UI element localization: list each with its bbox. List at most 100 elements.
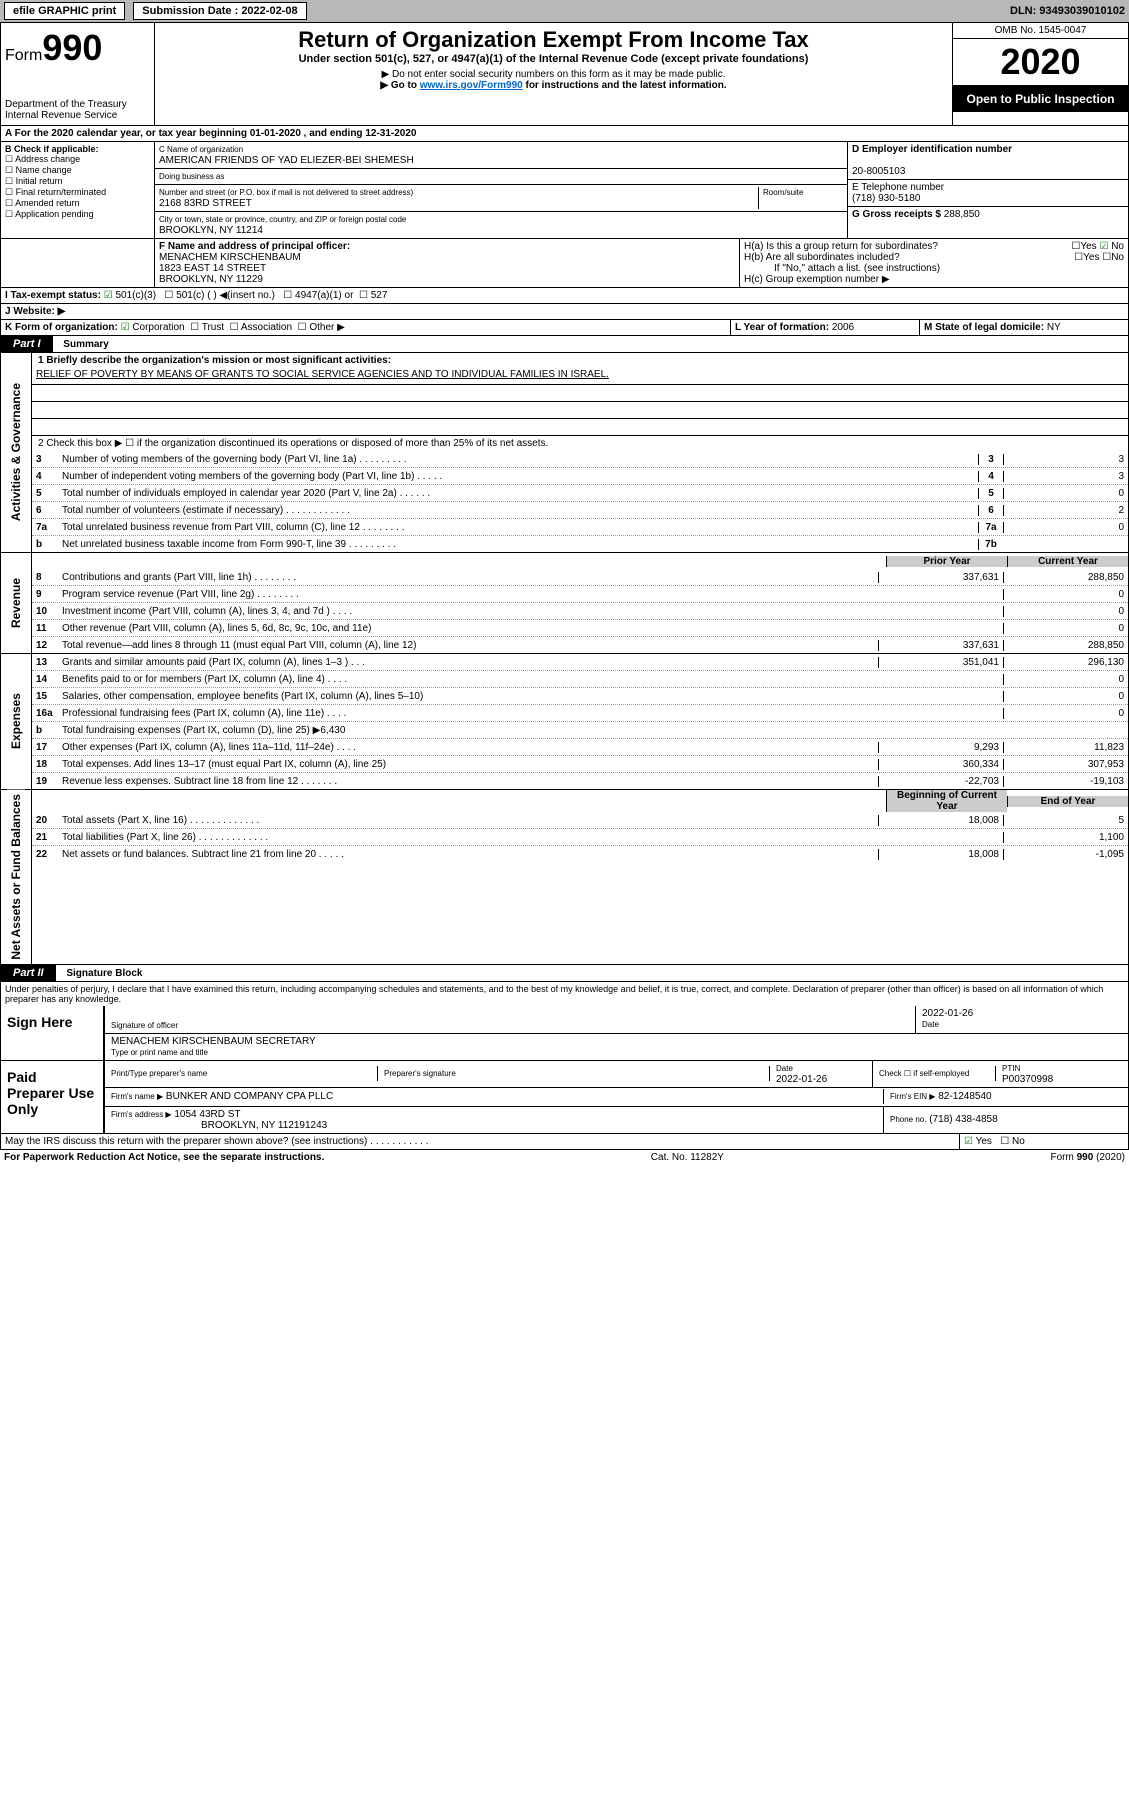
- vlabel-governance: Activities & Governance: [7, 379, 25, 525]
- gov-line: 6Total number of volunteers (estimate if…: [32, 501, 1128, 518]
- phone-value: (718) 930-5180: [852, 193, 920, 204]
- note-ssn: ▶ Do not enter social security numbers o…: [163, 69, 944, 80]
- org-name: AMERICAN FRIENDS OF YAD ELIEZER-BEI SHEM…: [159, 155, 414, 166]
- q1: 1 Briefly describe the organization's mi…: [32, 353, 1128, 368]
- page-footer: For Paperwork Reduction Act Notice, see …: [0, 1150, 1129, 1165]
- officer-cell: F Name and address of principal officer:…: [154, 239, 739, 287]
- penalties-text: Under penalties of perjury, I declare th…: [0, 982, 1129, 1006]
- summary-line: 16aProfessional fundraising fees (Part I…: [32, 704, 1128, 721]
- sign-here-label: Sign Here: [1, 1006, 105, 1060]
- summary-line: 18Total expenses. Add lines 13–17 (must …: [32, 755, 1128, 772]
- irs-link[interactable]: www.irs.gov/Form990: [420, 80, 523, 91]
- officer-name: MENACHEM KIRSCHENBAUM: [159, 252, 301, 263]
- gov-line: 4Number of independent voting members of…: [32, 467, 1128, 484]
- chk-name[interactable]: Name change: [5, 165, 72, 175]
- chk-address[interactable]: Address change: [5, 154, 80, 164]
- summary-line: 15Salaries, other compensation, employee…: [32, 687, 1128, 704]
- gov-line: 7aTotal unrelated business revenue from …: [32, 518, 1128, 535]
- omb-number: OMB No. 1545-0047: [953, 23, 1128, 39]
- chk-initial[interactable]: Initial return: [5, 176, 63, 186]
- note-link: ▶ Go to www.irs.gov/Form990 for instruct…: [163, 80, 944, 91]
- gov-line: bNet unrelated business taxable income f…: [32, 535, 1128, 552]
- hdr-boy: Beginning of Current Year: [886, 790, 1007, 812]
- sign-section: Sign Here Signature of officer 2022-01-2…: [0, 1006, 1129, 1061]
- efile-button[interactable]: efile GRAPHIC print: [4, 2, 125, 20]
- summary-line: 22Net assets or fund balances. Subtract …: [32, 845, 1128, 862]
- gov-line: 5Total number of individuals employed in…: [32, 484, 1128, 501]
- form-header: Form990 Department of the Treasury Inter…: [0, 22, 1129, 126]
- ha-no[interactable]: [1099, 241, 1111, 252]
- summary-line: 13Grants and similar amounts paid (Part …: [32, 654, 1128, 670]
- officer-sign-name: MENACHEM KIRSCHENBAUM SECRETARY: [111, 1036, 316, 1047]
- summary-line: 14Benefits paid to or for members (Part …: [32, 670, 1128, 687]
- open-public-label: Open to Public Inspection: [953, 86, 1128, 112]
- mission-text: RELIEF OF POVERTY BY MEANS OF GRANTS TO …: [32, 368, 1128, 385]
- hdr-prior: Prior Year: [886, 556, 1007, 567]
- dept-label: Department of the Treasury Internal Reve…: [5, 99, 150, 121]
- revenue-block: Revenue Prior Year Current Year 8Contrib…: [0, 553, 1129, 654]
- form-subtitle: Under section 501(c), 527, or 4947(a)(1)…: [163, 53, 944, 65]
- gov-line: 3Number of voting members of the governi…: [32, 451, 1128, 467]
- hdr-eoy: End of Year: [1007, 796, 1128, 807]
- vlabel-net: Net Assets or Fund Balances: [7, 790, 25, 964]
- org-name-cell: C Name of organization AMERICAN FRIENDS …: [155, 142, 847, 169]
- chk-corp[interactable]: [121, 322, 133, 333]
- city-state-zip: BROOKLYN, NY 11214: [159, 225, 263, 236]
- chk-amended[interactable]: Amended return: [5, 198, 80, 208]
- dln-label: DLN: 93493039010102: [1010, 5, 1125, 17]
- city-cell: City or town, state or province, country…: [155, 212, 847, 238]
- dba-cell: Doing business as: [155, 169, 847, 185]
- line-a: A For the 2020 calendar year, or tax yea…: [0, 126, 1129, 142]
- chk-501c3[interactable]: [104, 290, 116, 301]
- paid-preparer-label: Paid Preparer Use Only: [1, 1061, 105, 1133]
- row-i: I Tax-exempt status: 501(c)(3) ☐ 501(c) …: [0, 288, 1129, 304]
- part-i-header: Part I Summary: [0, 336, 1129, 353]
- section-bcde: B Check if applicable: Address change Na…: [0, 142, 1129, 239]
- netassets-block: Net Assets or Fund Balances Beginning of…: [0, 790, 1129, 965]
- summary-line: 11Other revenue (Part VIII, column (A), …: [32, 619, 1128, 636]
- tax-year: 2020: [953, 39, 1128, 86]
- part-ii-header: Part II Signature Block: [0, 965, 1129, 982]
- summary-line: 12Total revenue—add lines 8 through 11 (…: [32, 636, 1128, 653]
- form-number: Form990: [5, 27, 150, 69]
- firm-ein: 82-1248540: [938, 1091, 991, 1102]
- submission-date: Submission Date : 2022-02-08: [133, 2, 306, 20]
- expenses-block: Expenses 13Grants and similar amounts pa…: [0, 654, 1129, 790]
- street-address: 2168 83RD STREET: [159, 198, 252, 209]
- col-b: B Check if applicable: Address change Na…: [1, 142, 155, 238]
- row-klm: K Form of organization: Corporation ☐ Tr…: [0, 320, 1129, 336]
- summary-line: 9Program service revenue (Part VIII, lin…: [32, 585, 1128, 602]
- ptin: P00370998: [1002, 1074, 1053, 1085]
- summary-line: bTotal fundraising expenses (Part IX, co…: [32, 721, 1128, 738]
- row-j: J Website: ▶: [0, 304, 1129, 320]
- gross-value: 288,850: [944, 209, 980, 220]
- state-domicile: NY: [1047, 322, 1061, 333]
- ein-cell: D Employer identification number 20-8005…: [848, 142, 1128, 180]
- sign-date: 2022-01-26: [922, 1008, 973, 1019]
- gross-cell: G Gross receipts $ 288,850: [848, 207, 1128, 222]
- vlabel-expenses: Expenses: [7, 689, 25, 753]
- firm-phone: (718) 438-4858: [929, 1114, 997, 1125]
- year-formation: 2006: [832, 322, 854, 333]
- section-fh: F Name and address of principal officer:…: [0, 239, 1129, 288]
- q2: 2 Check this box ▶ ☐ if the organization…: [32, 436, 1128, 451]
- chk-pending[interactable]: Application pending: [5, 209, 94, 219]
- ein-value: 20-8005103: [852, 166, 905, 177]
- chk-final[interactable]: Final return/terminated: [5, 187, 106, 197]
- hdr-curr: Current Year: [1007, 556, 1128, 567]
- summary-line: 17Other expenses (Part IX, column (A), l…: [32, 738, 1128, 755]
- discuss-yes[interactable]: [964, 1136, 976, 1147]
- summary-line: 10Investment income (Part VIII, column (…: [32, 602, 1128, 619]
- discuss-row: May the IRS discuss this return with the…: [0, 1134, 1129, 1150]
- summary-line: 21Total liabilities (Part X, line 26) . …: [32, 828, 1128, 845]
- top-bar: efile GRAPHIC print Submission Date : 20…: [0, 0, 1129, 22]
- addr-cell: Number and street (or P.O. box if mail i…: [155, 185, 847, 212]
- form-title: Return of Organization Exempt From Incom…: [163, 27, 944, 53]
- summary-line: 20Total assets (Part X, line 16) . . . .…: [32, 812, 1128, 828]
- summary-line: 8Contributions and grants (Part VIII, li…: [32, 569, 1128, 585]
- governance-block: Activities & Governance 1 Briefly descri…: [0, 353, 1129, 553]
- phone-cell: E Telephone number (718) 930-5180: [848, 180, 1128, 207]
- paid-preparer-section: Paid Preparer Use Only Print/Type prepar…: [0, 1061, 1129, 1134]
- summary-line: 19Revenue less expenses. Subtract line 1…: [32, 772, 1128, 789]
- vlabel-revenue: Revenue: [7, 574, 25, 632]
